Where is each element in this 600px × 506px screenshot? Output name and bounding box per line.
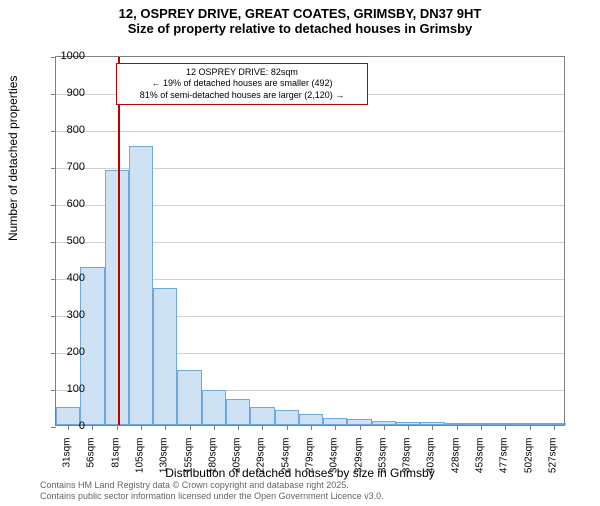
ytick-label: 200 — [45, 346, 85, 358]
ytick-label: 0 — [45, 420, 85, 432]
ytick-label: 700 — [45, 161, 85, 173]
xtick-mark — [214, 425, 215, 430]
histogram-bar — [275, 410, 299, 425]
info-line: ← 19% of detached houses are smaller (49… — [122, 78, 362, 89]
histogram-bar — [323, 418, 347, 425]
xtick-mark — [554, 425, 555, 430]
xtick-mark — [262, 425, 263, 430]
chart-container: 12, OSPREY DRIVE, GREAT COATES, GRIMSBY,… — [0, 6, 600, 506]
xtick-label: 453sqm — [475, 438, 486, 488]
y-axis-label: Number of detached properties — [6, 76, 20, 241]
xtick-mark — [505, 425, 506, 430]
xtick-mark — [530, 425, 531, 430]
xtick-label: 229sqm — [256, 438, 267, 488]
histogram-bar — [177, 370, 201, 426]
xtick-mark — [287, 425, 288, 430]
xtick-mark — [335, 425, 336, 430]
xtick-label: 81sqm — [110, 438, 121, 488]
xtick-label: 329sqm — [353, 438, 364, 488]
plot-region: 12 OSPREY DRIVE: 82sqm← 19% of detached … — [55, 56, 565, 426]
info-line: 12 OSPREY DRIVE: 82sqm — [122, 67, 362, 78]
info-line: 81% of semi-detached houses are larger (… — [122, 90, 362, 101]
xtick-mark — [360, 425, 361, 430]
xtick-label: 105sqm — [135, 438, 146, 488]
xtick-label: 527sqm — [547, 438, 558, 488]
ytick-label: 400 — [45, 272, 85, 284]
xtick-mark — [311, 425, 312, 430]
xtick-label: 279sqm — [305, 438, 316, 488]
info-annotation-box: 12 OSPREY DRIVE: 82sqm← 19% of detached … — [116, 63, 368, 105]
ytick-label: 1000 — [45, 50, 85, 62]
xtick-mark — [384, 425, 385, 430]
histogram-bar — [299, 414, 323, 425]
xtick-mark — [457, 425, 458, 430]
title-line-2: Size of property relative to detached ho… — [0, 21, 600, 36]
ytick-label: 800 — [45, 124, 85, 136]
ytick-label: 900 — [45, 87, 85, 99]
xtick-mark — [141, 425, 142, 430]
histogram-bar — [153, 288, 177, 425]
histogram-bar — [202, 390, 226, 425]
xtick-label: 353sqm — [377, 438, 388, 488]
xtick-mark — [165, 425, 166, 430]
ytick-label: 600 — [45, 198, 85, 210]
xtick-mark — [117, 425, 118, 430]
histogram-bar — [129, 146, 153, 425]
chart-area: 12 OSPREY DRIVE: 82sqm← 19% of detached … — [55, 56, 565, 426]
ytick-label: 100 — [45, 383, 85, 395]
xtick-mark — [238, 425, 239, 430]
footer-line-2: Contains public sector information licen… — [40, 491, 384, 502]
xtick-label: 205sqm — [232, 438, 243, 488]
xtick-label: 403sqm — [426, 438, 437, 488]
xtick-label: 378sqm — [402, 438, 413, 488]
xtick-label: 428sqm — [450, 438, 461, 488]
xtick-label: 130sqm — [159, 438, 170, 488]
xtick-mark — [408, 425, 409, 430]
reference-line — [118, 57, 120, 425]
xtick-mark — [481, 425, 482, 430]
xtick-label: 254sqm — [280, 438, 291, 488]
histogram-bar — [226, 399, 250, 425]
xtick-label: 477sqm — [499, 438, 510, 488]
ytick-label: 300 — [45, 309, 85, 321]
gridline-h — [56, 131, 564, 132]
xtick-mark — [92, 425, 93, 430]
xtick-label: 180sqm — [207, 438, 218, 488]
xtick-label: 155sqm — [183, 438, 194, 488]
ytick-label: 500 — [45, 235, 85, 247]
title-line-1: 12, OSPREY DRIVE, GREAT COATES, GRIMSBY,… — [0, 6, 600, 21]
xtick-label: 31sqm — [62, 438, 73, 488]
xtick-mark — [190, 425, 191, 430]
xtick-label: 304sqm — [329, 438, 340, 488]
xtick-label: 502sqm — [523, 438, 534, 488]
xtick-mark — [432, 425, 433, 430]
histogram-bar — [250, 407, 274, 426]
xtick-label: 56sqm — [86, 438, 97, 488]
